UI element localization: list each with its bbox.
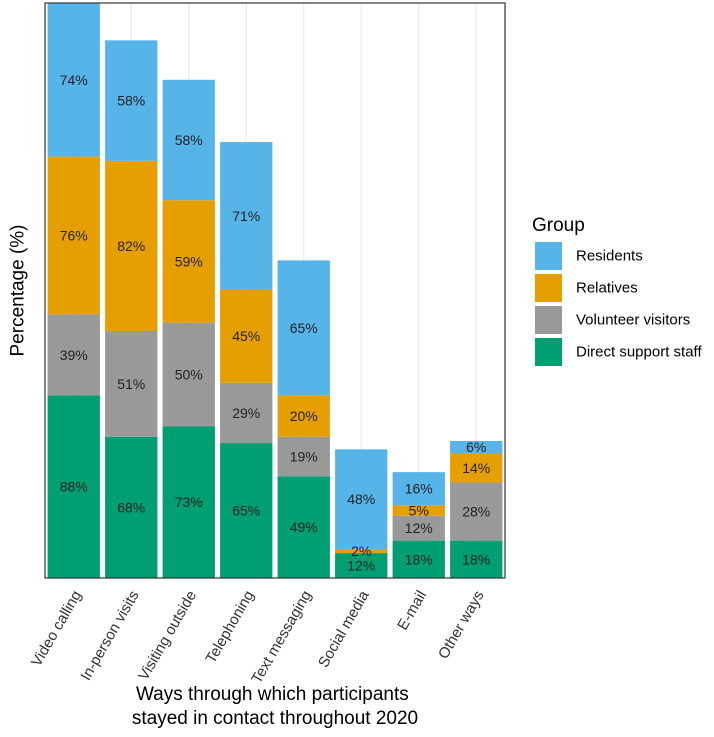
bar-segment xyxy=(450,482,503,541)
bar-value-label: 49% xyxy=(290,519,318,535)
bar-segment xyxy=(277,476,330,578)
x-tick-label: In-person visits xyxy=(77,588,142,684)
bar-value-label: 76% xyxy=(60,227,88,243)
bar-value-label: 14% xyxy=(462,460,490,476)
bar-value-label: 2% xyxy=(351,543,371,559)
legend-label: Relatives xyxy=(576,280,638,297)
bar-value-label: 58% xyxy=(117,93,145,109)
x-axis-title-line-1: Ways through which participants xyxy=(136,684,409,705)
legend-swatch xyxy=(535,274,562,302)
bar-segment xyxy=(105,330,158,437)
bar-segment xyxy=(220,443,273,578)
x-tick-label: Text messaging xyxy=(248,588,315,687)
bar-value-label: 73% xyxy=(175,494,203,510)
bar-value-label: 50% xyxy=(175,367,203,383)
bar-segment xyxy=(392,505,445,516)
legend-entries: Residents Relatives Volunteer visitors Dire… xyxy=(535,242,702,366)
bars xyxy=(47,3,503,578)
bar-value-label: 18% xyxy=(405,551,433,567)
legend: Group Residents Relatives Volunteer visito… xyxy=(532,215,702,366)
x-axis-title: Ways through which participants stayed i… xyxy=(132,684,418,729)
bar-segment xyxy=(335,548,388,554)
legend-label: Residents xyxy=(576,248,643,265)
bar-value-label: 59% xyxy=(175,253,203,269)
bar-segment xyxy=(277,395,330,437)
bar-value-label: 20% xyxy=(290,408,318,424)
bar-value-label: 5% xyxy=(409,503,429,519)
bar-segment xyxy=(162,426,215,578)
bar-segment xyxy=(335,553,388,578)
bar-value-label: 16% xyxy=(405,481,433,497)
bar-value-label: 19% xyxy=(290,449,318,465)
bar-value-label: 68% xyxy=(117,499,145,515)
x-tick-label: E-mail xyxy=(394,588,430,633)
bar-segment xyxy=(47,156,100,315)
legend-label: Volunteer visitors xyxy=(576,312,690,329)
legend-title: Group xyxy=(532,215,585,236)
legend-label: Direct support staff xyxy=(576,344,702,361)
bar-value-label: 58% xyxy=(175,132,203,148)
bar-value-label: 45% xyxy=(232,328,260,344)
bar-segment xyxy=(162,200,215,323)
x-axis-title-line-2: stayed in contact throughout 2020 xyxy=(132,708,418,729)
bar-value-label: 51% xyxy=(117,376,145,392)
bar-segment xyxy=(220,142,273,290)
bar-labels: 88% 39% 76% 74% 68% 51% 82% 58% 73% 50% 59% 58% 65% 2… xyxy=(60,72,491,574)
bar-segment xyxy=(105,160,158,331)
bar-segment xyxy=(162,79,215,201)
bar-value-label: 28% xyxy=(462,504,490,520)
y-axis-title: Percentage (%) xyxy=(8,224,29,356)
x-tick-label: Visiting outside xyxy=(135,588,200,684)
bar-segment xyxy=(47,395,100,578)
bar-segment xyxy=(47,3,100,157)
bar-value-label: 48% xyxy=(347,491,375,507)
bar-segment xyxy=(220,382,273,444)
x-tick-label: Other ways xyxy=(435,588,488,662)
bar-value-label: 12% xyxy=(347,558,375,574)
bar-value-label: 29% xyxy=(232,405,260,421)
bar-segment xyxy=(450,440,503,454)
bar-segment xyxy=(335,449,388,549)
bar-value-label: 74% xyxy=(60,72,88,88)
bar-value-label: 65% xyxy=(290,320,318,336)
x-tick-label: Social media xyxy=(315,587,373,670)
bar-value-label: 6% xyxy=(466,439,486,455)
legend-swatch xyxy=(535,242,562,270)
legend-swatch xyxy=(535,306,562,334)
x-tick-label: Video calling xyxy=(28,588,85,670)
bar-segment xyxy=(47,314,100,396)
bar-value-label: 12% xyxy=(405,520,433,536)
bar-value-label: 39% xyxy=(60,347,88,363)
bar-segment xyxy=(392,515,445,541)
bar-segment xyxy=(277,436,330,477)
x-tick-label: Telephoning xyxy=(202,588,257,667)
bar-segment xyxy=(105,40,158,161)
bar-value-label: 65% xyxy=(232,503,260,519)
bar-segment xyxy=(220,289,273,383)
legend-swatch xyxy=(535,338,562,366)
bar-segment xyxy=(162,322,215,427)
bar-segment xyxy=(277,260,330,396)
bar-segment xyxy=(392,472,445,506)
bar-segment xyxy=(105,436,158,578)
bar-segment xyxy=(392,540,445,578)
bar-value-label: 88% xyxy=(60,479,88,495)
bar-value-label: 82% xyxy=(117,238,145,254)
bar-value-label: 71% xyxy=(232,208,260,224)
bar-value-label: 18% xyxy=(462,551,490,567)
bar-segment xyxy=(450,540,503,578)
plot-panel-border xyxy=(44,2,506,579)
bar-segment xyxy=(450,453,503,483)
